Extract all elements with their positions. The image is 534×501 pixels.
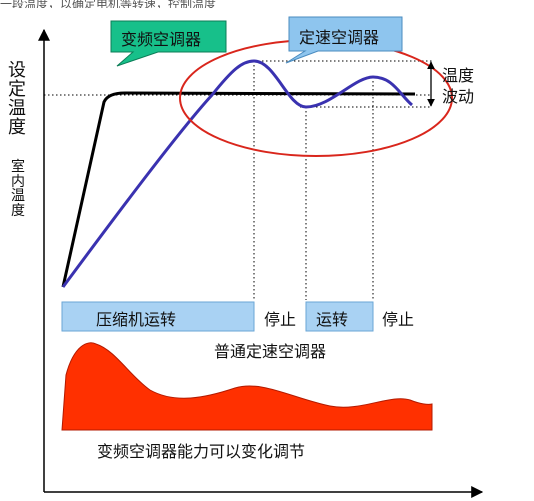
- fixed-speed-temp-curve: [61, 59, 413, 288]
- compressor-run-label: 压缩机运转: [96, 310, 177, 329]
- y-label-room-temp-text: 室内温度: [11, 159, 25, 220]
- y-label-set-temp: 设定温度: [6, 60, 28, 138]
- capacity-caption: 变频空调器能力可以变化调节: [97, 442, 306, 461]
- run-bar: [305, 301, 374, 332]
- top-cut-text: 一段温度，以确定电机等转速，控制温度: [0, 0, 217, 8]
- capacity-area: [61, 342, 433, 431]
- inverter-callout-label: 变频空调器: [121, 30, 202, 49]
- compressor-run-bar: [61, 301, 255, 332]
- stop-label-2: 停止: [382, 310, 415, 329]
- fixed-callout-label: 定速空调器: [299, 28, 380, 47]
- y-label-set-temp-text: 设定温度: [8, 60, 26, 138]
- timeline-caption: 普通定速空调器: [214, 342, 327, 361]
- fixed-callout-bubble: [285, 16, 403, 64]
- fluctuation-label-line1: 温度: [442, 66, 475, 85]
- run-label: 运转: [316, 310, 349, 329]
- fluctuation-label-line2: 波动: [442, 87, 475, 106]
- highlight-ellipse: [179, 39, 453, 157]
- fluctuation-label: 温度 波动: [442, 65, 474, 107]
- y-label-room-temp: 室内温度: [10, 160, 26, 219]
- inverter-temp-curve: [61, 91, 416, 288]
- stop-label-1: 停止: [264, 310, 297, 329]
- inverter-callout-bubble: [110, 20, 227, 67]
